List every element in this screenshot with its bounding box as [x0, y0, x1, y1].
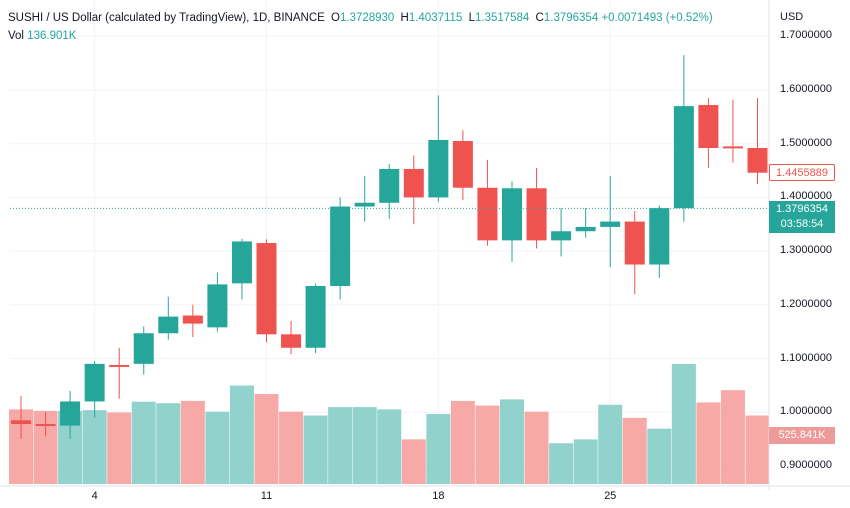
- change-value: +0.0071493 (+0.52%): [601, 12, 713, 24]
- x-tick-label: 11: [260, 490, 273, 502]
- candle-body-up: [673, 106, 694, 209]
- vol-label: Vol: [8, 30, 24, 42]
- volume-bar-down: [696, 402, 721, 484]
- volume-bar-up: [328, 407, 353, 484]
- low-value: 1.3517584: [474, 12, 530, 24]
- candle-body-up: [330, 206, 351, 287]
- volume-bar-down: [720, 390, 745, 484]
- x-tick-label: 25: [604, 490, 617, 502]
- volume-bar-up: [352, 407, 377, 484]
- volume-bar-up: [205, 411, 230, 484]
- volume-bar-up: [671, 364, 696, 484]
- volume-bar-up: [156, 403, 181, 484]
- y-tick-label: 1.4000000: [780, 190, 832, 203]
- candle-body-up: [207, 284, 228, 328]
- volume-bar-up: [500, 399, 524, 484]
- open-label: O: [331, 12, 340, 24]
- volume-bar-up: [549, 443, 574, 484]
- volume-bar-down: [450, 400, 475, 484]
- candle-body-down: [256, 243, 277, 335]
- volume-bar-up: [377, 409, 402, 484]
- volume-bar-down: [279, 411, 304, 484]
- candle-body-up: [158, 316, 179, 334]
- currency-label: USD: [780, 11, 804, 23]
- candle-body-up: [502, 188, 522, 241]
- candle-body-down: [722, 146, 743, 149]
- last-price-label: 1.3796354: [769, 201, 835, 218]
- candle-body-down: [698, 105, 719, 148]
- candle-body-down: [477, 187, 498, 241]
- x-tick-label: 18: [432, 490, 445, 502]
- candle-body-up: [379, 168, 400, 203]
- volume-bar-up: [647, 428, 672, 484]
- volume-bar-down: [475, 405, 500, 484]
- volume-bar-up: [598, 404, 623, 484]
- volume-bar-down: [180, 400, 205, 484]
- close-value: 1.3796354: [543, 12, 599, 24]
- open-value: 1.3728930: [339, 12, 395, 24]
- y-tick-label: 0.9000000: [780, 458, 832, 471]
- volume-bar-up: [426, 414, 451, 484]
- volume-bar-down: [401, 439, 426, 484]
- vol-value: 136.901K: [27, 30, 77, 42]
- candle-body-up: [231, 241, 252, 284]
- high-label: H: [400, 12, 409, 24]
- y-tick-label: 1.3000000: [780, 244, 832, 257]
- volume-bar-up: [303, 415, 328, 484]
- candle-body-down: [35, 424, 56, 427]
- chart-legend: SUSHI / US Dollar (calculated by Trading…: [8, 9, 713, 45]
- candle-body-down: [182, 315, 203, 324]
- legend-ohlc-row: SUSHI / US Dollar (calculated by Trading…: [8, 9, 713, 27]
- candle-body-down: [526, 188, 547, 241]
- candle-body-up: [354, 202, 375, 207]
- candle-body-up: [551, 231, 572, 241]
- symbol-title: SUSHI / US Dollar (calculated by Trading…: [8, 12, 325, 24]
- volume-bar-down: [254, 394, 279, 484]
- volume-bar-up: [229, 385, 254, 484]
- high-value: 1.4037115: [408, 12, 463, 24]
- volume-bar-down: [622, 417, 647, 484]
- candle-body-down: [452, 141, 473, 188]
- countdown-label: 03:58:54: [769, 216, 835, 233]
- candle-body-up: [60, 401, 81, 426]
- close-label: C: [535, 12, 544, 24]
- legend-volume-row: Vol 136.901K: [8, 27, 713, 45]
- candle-body-down: [11, 420, 31, 425]
- volume-bar-up: [82, 410, 107, 484]
- candle-body-up: [84, 363, 105, 402]
- candle-body-down: [403, 168, 424, 198]
- volume-bar-up: [131, 401, 156, 484]
- candle-body-down: [747, 147, 768, 173]
- candle-body-up: [600, 221, 621, 227]
- low-label: L: [468, 12, 475, 24]
- candle-body-up: [575, 226, 596, 232]
- candle-body-up: [428, 139, 449, 198]
- volume-bar-down: [524, 411, 549, 484]
- candle-body-down: [281, 334, 302, 348]
- volume-bar-down: [107, 412, 132, 484]
- candle-body-up: [133, 333, 154, 364]
- candle-body-down: [624, 221, 645, 265]
- candle-body-up: [305, 286, 326, 348]
- x-tick-label: 4: [91, 490, 98, 502]
- volume-bar-up: [573, 439, 598, 484]
- candle-body-up: [649, 208, 670, 265]
- y-tick-label: 1.0000000: [780, 405, 832, 418]
- prev-close-label: 1.4455889: [769, 164, 835, 181]
- y-tick-label: 1.6000000: [780, 83, 832, 95]
- y-tick-label: 1.7000000: [780, 29, 832, 42]
- y-tick-label: 1.1000000: [780, 351, 832, 364]
- volume-bar-down: [745, 415, 770, 484]
- volume-label: 525.841K: [769, 427, 835, 444]
- candle-body-down: [109, 364, 130, 367]
- y-tick-label: 1.5000000: [780, 136, 832, 149]
- y-tick-label: 1.2000000: [780, 297, 832, 310]
